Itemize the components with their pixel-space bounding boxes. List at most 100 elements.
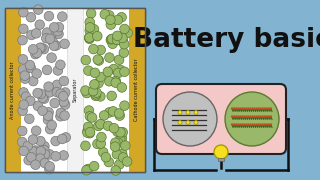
Circle shape [96,45,106,55]
Circle shape [45,87,54,97]
Circle shape [82,88,92,98]
Circle shape [19,24,28,34]
Circle shape [237,107,239,110]
Circle shape [59,97,68,107]
Circle shape [32,48,42,58]
Circle shape [17,137,27,147]
Circle shape [59,76,69,86]
Circle shape [24,155,34,165]
Circle shape [117,12,126,22]
Circle shape [83,126,92,136]
Circle shape [270,115,272,118]
Circle shape [32,69,41,78]
Circle shape [40,149,50,159]
Circle shape [18,35,27,45]
Circle shape [28,76,38,86]
Circle shape [31,160,40,170]
Circle shape [89,24,99,34]
Circle shape [40,141,49,151]
Circle shape [60,111,69,120]
Circle shape [33,101,43,111]
Circle shape [105,76,114,86]
Circle shape [61,133,71,142]
Circle shape [83,128,92,138]
Circle shape [96,139,106,148]
Circle shape [194,120,198,125]
Circle shape [103,121,113,131]
Circle shape [31,29,41,38]
Circle shape [83,164,93,174]
Circle shape [82,165,91,175]
Circle shape [235,107,237,110]
Circle shape [266,107,268,110]
Circle shape [28,135,38,144]
Circle shape [47,53,56,62]
Circle shape [85,17,94,27]
Text: Separator: Separator [73,78,77,102]
Circle shape [186,120,190,125]
Circle shape [53,26,62,36]
Circle shape [243,123,245,126]
Circle shape [122,157,132,166]
Circle shape [109,123,119,133]
Circle shape [245,115,248,118]
Circle shape [112,35,122,45]
Circle shape [104,108,114,117]
Circle shape [243,115,245,118]
Circle shape [47,120,57,130]
Circle shape [44,111,53,121]
Circle shape [249,115,252,118]
Circle shape [98,147,108,157]
Circle shape [31,126,41,136]
Circle shape [92,31,102,41]
Circle shape [116,127,125,137]
Circle shape [115,160,124,169]
Circle shape [231,123,233,126]
Circle shape [35,20,44,30]
Circle shape [85,22,95,32]
Circle shape [85,34,94,44]
Circle shape [114,55,124,65]
Circle shape [106,15,115,24]
Circle shape [93,121,103,131]
Circle shape [96,92,105,101]
Circle shape [120,101,129,111]
Circle shape [86,8,96,18]
Circle shape [56,111,65,121]
Circle shape [214,145,228,159]
Circle shape [116,65,125,75]
Circle shape [56,108,66,118]
Circle shape [251,107,254,110]
Circle shape [104,157,114,167]
Circle shape [35,154,45,163]
Circle shape [42,28,52,37]
Circle shape [84,66,93,75]
Circle shape [90,80,99,89]
Circle shape [251,123,254,126]
Circle shape [107,35,116,44]
Circle shape [239,107,241,110]
Circle shape [104,11,114,20]
Circle shape [18,64,28,74]
Circle shape [268,115,270,118]
Circle shape [113,138,123,148]
Circle shape [44,82,53,91]
Circle shape [49,41,59,50]
Circle shape [261,123,264,126]
Circle shape [23,141,33,151]
Circle shape [113,68,123,78]
Circle shape [18,55,28,64]
Circle shape [231,107,233,110]
Circle shape [50,98,60,108]
Circle shape [89,44,98,54]
Circle shape [255,115,258,118]
Circle shape [118,153,128,162]
Circle shape [91,91,100,101]
Circle shape [17,126,27,136]
Circle shape [19,88,28,97]
Circle shape [21,92,31,102]
Circle shape [266,115,268,118]
Circle shape [54,22,64,32]
Circle shape [264,107,266,110]
Circle shape [163,92,217,146]
